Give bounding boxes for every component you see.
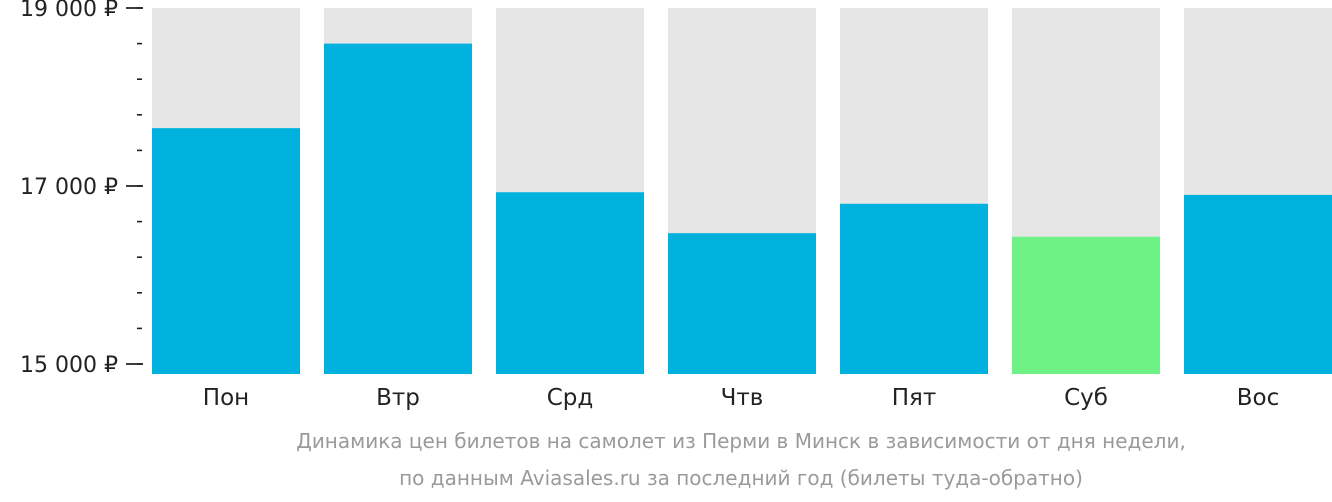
chart-caption-line-1: Динамика цен билетов на самолет из Перми… (296, 429, 1186, 453)
x-axis-labels: Пон Втр Срд Чтв Пят Суб Вос (203, 385, 1279, 411)
bars (152, 8, 1332, 374)
x-tick-label: Вос (1237, 385, 1280, 411)
x-tick-label: Пят (892, 385, 937, 411)
y-tick-label: 19 000 ₽ (20, 0, 118, 22)
x-tick-label: Суб (1064, 385, 1108, 411)
x-tick-label: Втр (376, 385, 420, 411)
y-tick-label: 17 000 ₽ (20, 175, 118, 200)
bar (496, 192, 644, 374)
bar (152, 128, 300, 374)
bar (1184, 194, 1332, 374)
bar (324, 43, 472, 374)
bar (840, 203, 988, 374)
x-tick-label: Пон (203, 385, 249, 411)
chart-caption-line-2: по данным Aviasales.ru за последний год … (399, 466, 1083, 490)
x-tick-label: Срд (547, 385, 594, 411)
bar (668, 233, 816, 374)
y-tick-label: 15 000 ₽ (20, 353, 118, 378)
bar (1012, 236, 1160, 374)
y-axis: 15 000 ₽ 17 000 ₽ 19 000 ₽ (20, 0, 143, 378)
x-tick-label: Чтв (721, 385, 764, 411)
